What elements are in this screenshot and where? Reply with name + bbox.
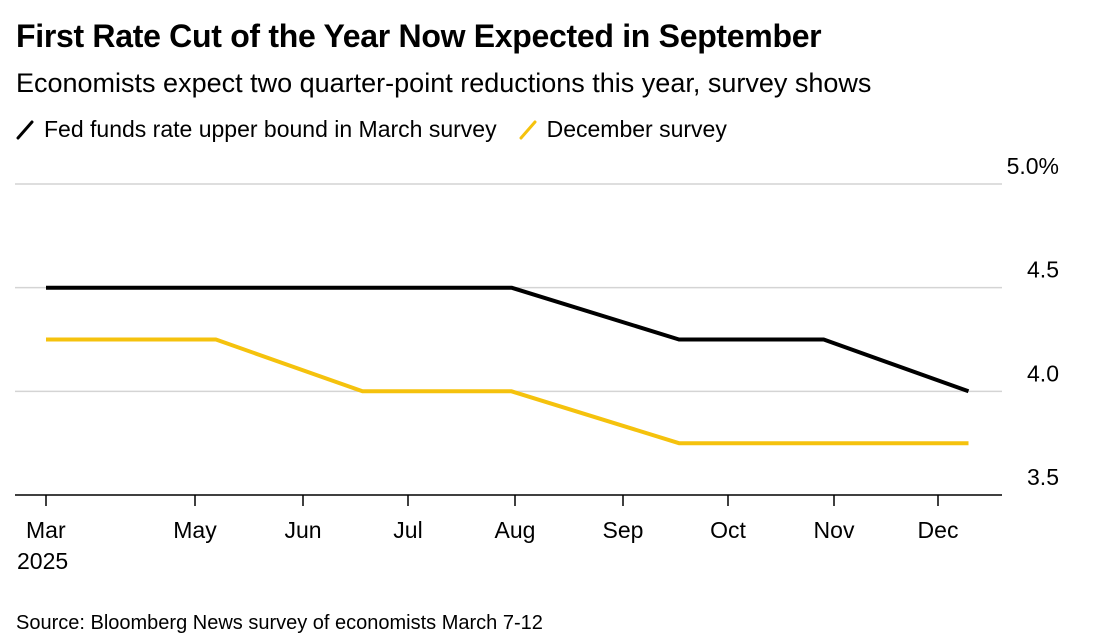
x-tick-label: Aug xyxy=(495,517,536,543)
chart-legend: Fed funds rate upper bound in March surv… xyxy=(16,116,749,143)
source-note: Source: Bloomberg News survey of economi… xyxy=(16,612,543,634)
y-tick-label: 3.5 xyxy=(1027,464,1059,490)
x-tick-label: Oct xyxy=(710,517,746,543)
legend-item-march-survey: Fed funds rate upper bound in March surv… xyxy=(16,116,497,143)
legend-label-march-survey: Fed funds rate upper bound in March surv… xyxy=(44,116,497,142)
chart-title: First Rate Cut of the Year Now Expected … xyxy=(16,18,822,54)
x-tick-label: Jun xyxy=(284,517,321,543)
series-line-december-survey xyxy=(46,337,969,446)
series-line-march-survey xyxy=(46,285,970,394)
y-tick-label: 5.0% xyxy=(1007,153,1059,179)
legend-label-december-survey: December survey xyxy=(546,116,727,142)
chart-subtitle: Economists expect two quarter-point redu… xyxy=(16,68,872,98)
legend-swatch-december-survey xyxy=(519,120,537,139)
x-tick-label: Sep xyxy=(603,517,644,543)
x-tick-label: Mar xyxy=(26,517,66,543)
y-tick-label: 4.0 xyxy=(1027,360,1059,386)
legend-item-december-survey: December survey xyxy=(519,116,727,143)
x-tick-label: May xyxy=(173,517,217,543)
x-tick-label: Dec xyxy=(918,517,959,543)
y-tick-label: 4.5 xyxy=(1027,257,1059,283)
x-tick-sublabel: 2025 xyxy=(17,548,68,574)
legend-swatch-march-survey xyxy=(16,120,34,139)
x-tick-label: Jul xyxy=(393,517,422,543)
x-tick-label: Nov xyxy=(814,517,855,543)
